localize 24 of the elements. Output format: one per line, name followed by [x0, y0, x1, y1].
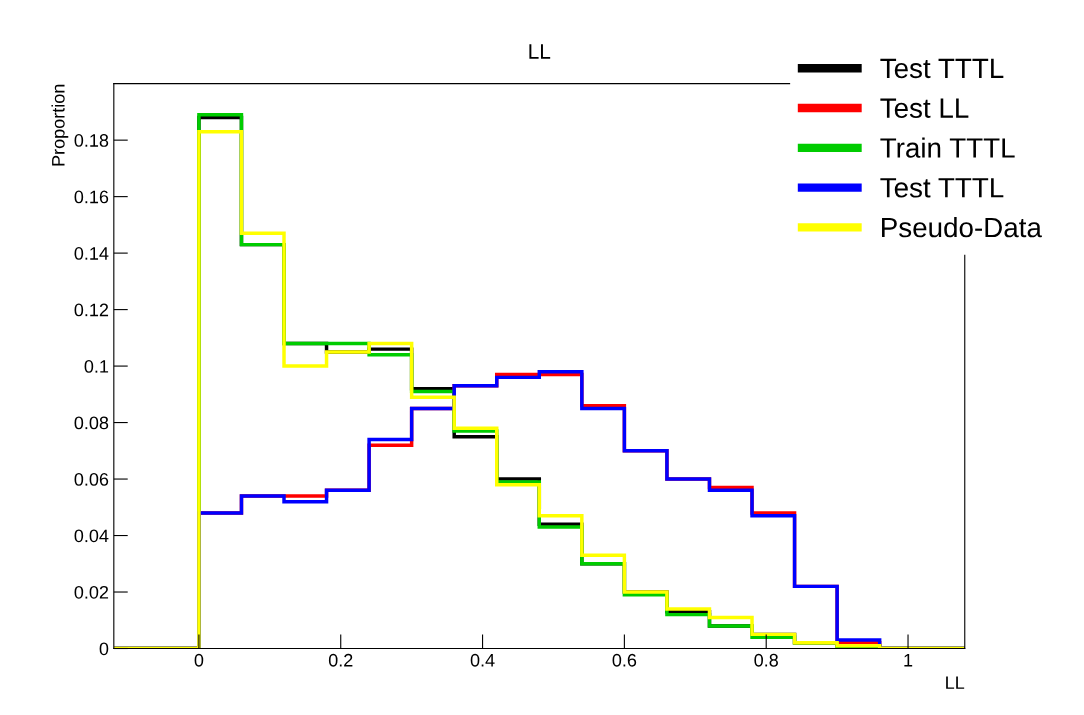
legend-label: Test TTTL	[880, 58, 1004, 79]
y-tick-label: 0.12	[74, 303, 109, 317]
y-tick-label: 0.1	[84, 360, 109, 373]
x-tick-label: 0.6	[612, 653, 637, 667]
legend-label: Train TTTL	[880, 137, 1015, 158]
y-tick-label: 0.08	[74, 416, 109, 430]
legend-label: Test LL	[880, 98, 969, 119]
y-tick-label: 0.02	[74, 585, 109, 599]
y-tick-label: 0.18	[74, 134, 109, 147]
x-tick-label: 1	[904, 654, 913, 667]
x-tick-label: 0.4	[470, 653, 495, 667]
x-tick-label: 0.8	[754, 653, 778, 667]
x-tick-label: 0.2	[328, 653, 353, 667]
y-axis-title: Proportion	[51, 84, 69, 166]
y-tick-label: 0	[99, 642, 109, 656]
x-axis-title: LL	[946, 676, 965, 689]
y-tick-label: 0.06	[74, 472, 109, 486]
legend-label: Pseudo-Data	[882, 216, 1042, 238]
y-tick-label: 0.04	[74, 529, 109, 543]
x-tick-label: 0	[194, 653, 204, 667]
y-tick-label: 0.16	[74, 190, 109, 204]
y-tick-label: 0.14	[74, 247, 109, 260]
legend-label: Test TTTL	[880, 178, 1004, 198]
chart-title: LL	[529, 44, 551, 59]
